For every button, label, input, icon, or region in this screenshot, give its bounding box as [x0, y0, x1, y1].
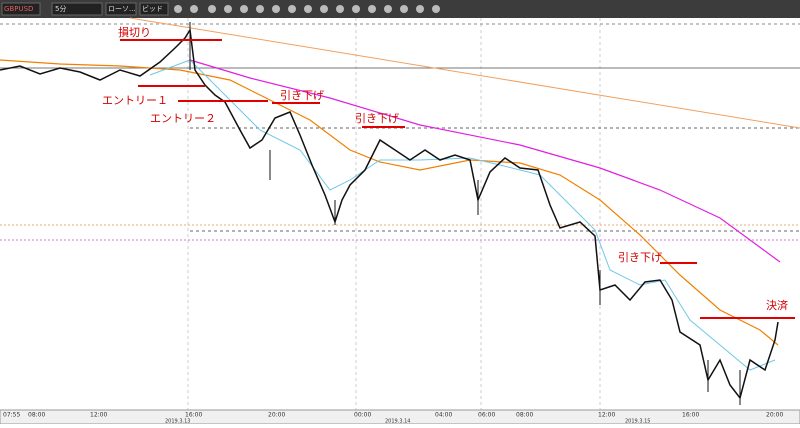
time-label: 12:00 — [598, 412, 615, 419]
ma-long — [189, 59, 781, 263]
grid — [187, 18, 601, 410]
time-label: 06:00 — [478, 412, 495, 419]
chart-area — [0, 18, 800, 410]
annotation-text: 損切り — [118, 25, 151, 39]
time-label: 08:00 — [516, 412, 533, 419]
annotation-text: 決済 — [766, 298, 788, 312]
annotation-text: エントリー２ — [150, 112, 216, 125]
time-label: 00:00 — [354, 412, 371, 419]
ma-short — [149, 59, 776, 371]
time-label: 20:00 — [766, 412, 783, 419]
symbol-box[interactable] — [1, 2, 41, 16]
trend-line — [129, 17, 800, 129]
time-label: 16:00 — [682, 412, 699, 419]
annotation-text: 引き下げ — [280, 88, 324, 102]
time-label: 04:00 — [435, 412, 452, 419]
timeframe-box[interactable] — [51, 2, 103, 16]
date-label: 2019.3.14 — [385, 419, 410, 425]
ma-mid — [0, 59, 779, 346]
time-label: 08:00 — [28, 412, 45, 419]
mode-box[interactable] — [139, 2, 169, 16]
symbol[interactable]: GBPUSD — [4, 5, 33, 13]
annotation-text: エントリー１ — [102, 94, 168, 107]
timeframe[interactable]: 5分 — [55, 4, 66, 13]
annotation-text: 引き下げ — [355, 111, 399, 125]
annotation-text: 引き下げ — [618, 250, 662, 264]
time-label: 20:00 — [268, 412, 285, 419]
chart-type[interactable]: ローソ... — [108, 5, 136, 13]
chart-type-box[interactable] — [105, 2, 137, 16]
time-label: 16:00 — [185, 412, 202, 419]
time-label: 07:55 — [3, 412, 20, 419]
toolbar-icons — [174, 5, 440, 13]
wicks — [189, 22, 741, 405]
time-labels: 07:55 08:00 12:00 16:00 20:00 00:00 04:00 06:00… — [3, 412, 783, 425]
date-label: 2019.3.15 — [625, 419, 650, 425]
mode[interactable]: ビッド — [142, 4, 163, 13]
date-label: 2019.3.13 — [165, 419, 190, 425]
time-label: 12:00 — [90, 412, 107, 419]
